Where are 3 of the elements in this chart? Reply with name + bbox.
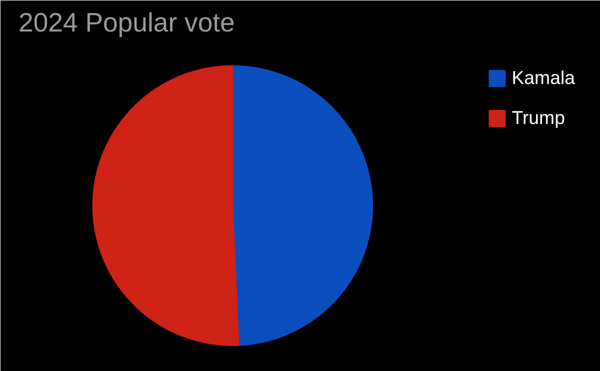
legend-label: Kamala bbox=[512, 67, 575, 89]
legend-label: Trump bbox=[512, 107, 565, 129]
chart-title: 2024 Popular vote bbox=[18, 8, 235, 38]
